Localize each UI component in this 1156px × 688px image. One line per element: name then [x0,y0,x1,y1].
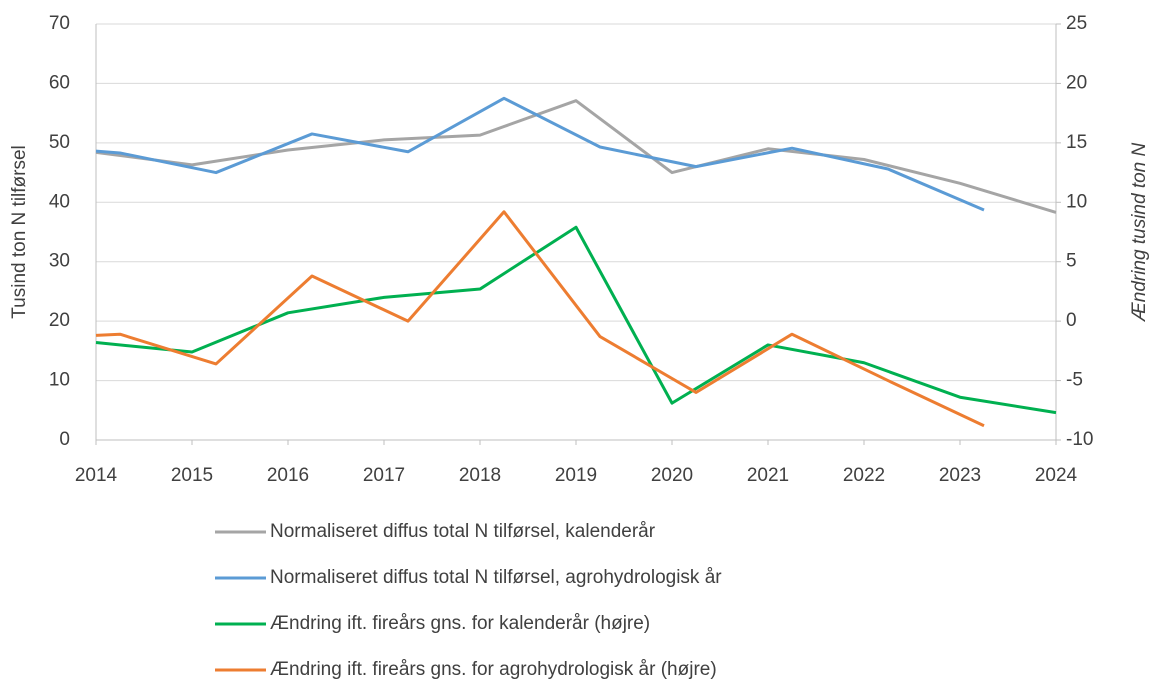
y-tick-label: 50 [49,132,70,153]
x-tick-label: 2018 [459,465,501,486]
y-tick-label: 20 [49,310,70,331]
y-tick-label: 30 [49,251,70,272]
y2-tick-label: 10 [1066,191,1087,212]
y2-tick-label: -10 [1066,429,1093,450]
y2-tick-label: 5 [1066,251,1077,272]
x-tick-label: 2016 [267,465,309,486]
y2-tick-label: 0 [1066,310,1077,331]
x-tick-label: 2015 [171,465,213,486]
y-tick-label: 40 [49,191,70,212]
x-tick-label: 2020 [651,465,693,486]
legend-label: Normaliseret diffus total N tilførsel, a… [270,567,722,588]
x-tick-label: 2021 [747,465,789,486]
y-axis-label: Tusind ton N tilførsel [9,145,30,319]
legend-label: Ændring ift. fireårs gns. for agrohydrol… [270,659,717,680]
x-tick-label: 2023 [939,465,981,486]
x-tick-label: 2024 [1035,465,1078,486]
series-line [95,99,1057,214]
series-line [95,96,985,212]
x-tick-label: 2014 [75,465,118,486]
y-tick-label: 10 [49,370,70,391]
legend-label: Ændring ift. fireårs gns. for kalenderår… [270,613,650,634]
y2-tick-label: 15 [1066,132,1087,153]
x-tick-label: 2022 [843,465,885,486]
y-tick-label: 70 [49,13,70,34]
x-tick-label: 2019 [555,465,597,486]
y2-axis-label: Ændring tusind ton N [1129,142,1150,322]
y2-tick-label: 25 [1066,13,1087,34]
x-tick-label: 2017 [363,465,405,486]
y-tick-label: 0 [59,429,70,450]
y-tick-label: 60 [49,72,70,93]
series-line [95,225,1057,415]
legend-label: Normaliseret diffus total N tilførsel, k… [270,521,656,542]
series-line [95,210,985,428]
y2-tick-label: -5 [1066,370,1083,391]
y2-tick-label: 20 [1066,72,1087,93]
